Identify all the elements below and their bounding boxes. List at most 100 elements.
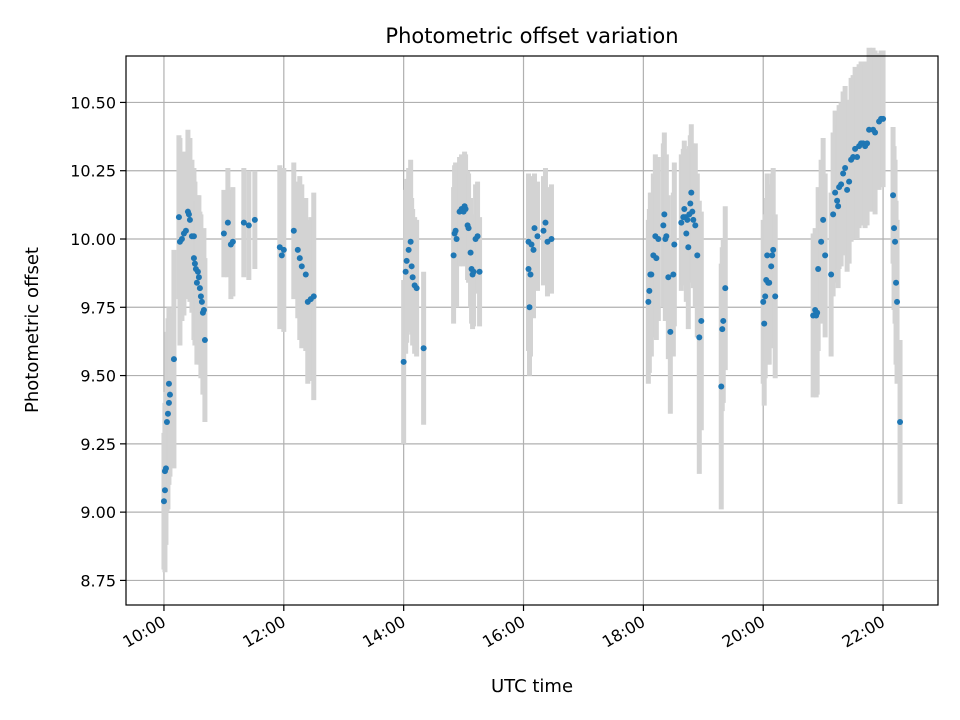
data-point — [224, 219, 231, 226]
data-point — [190, 255, 197, 262]
data-point — [165, 399, 172, 406]
data-point — [290, 227, 297, 234]
y-tick-label: 10.25 — [70, 162, 116, 181]
data-point — [840, 170, 847, 177]
data-point — [175, 214, 182, 221]
data-point — [655, 236, 662, 242]
data-point — [162, 465, 169, 472]
data-point — [815, 266, 822, 273]
data-point — [525, 266, 532, 273]
data-point — [834, 197, 841, 204]
data-point — [770, 246, 777, 253]
data-point — [835, 203, 842, 210]
data-point — [820, 216, 827, 223]
data-point — [240, 219, 247, 226]
data-point — [191, 260, 198, 267]
data-point — [170, 356, 177, 363]
data-point — [528, 241, 535, 248]
data-point — [542, 219, 549, 226]
data-point — [694, 252, 701, 259]
data-point — [842, 164, 849, 171]
data-point — [163, 419, 170, 425]
data-point — [764, 252, 771, 259]
data-point — [689, 208, 696, 215]
data-point — [420, 345, 427, 352]
data-point — [220, 230, 227, 237]
data-point — [200, 307, 207, 314]
data-point — [531, 225, 538, 232]
y-tick-label: 9.75 — [80, 298, 116, 317]
data-point — [690, 216, 697, 223]
data-point — [527, 271, 534, 278]
x-axis-title: UTC time — [491, 676, 573, 697]
data-point — [160, 498, 167, 505]
data-point — [534, 233, 541, 240]
data-point — [854, 154, 861, 161]
data-point — [681, 205, 688, 212]
data-point — [450, 252, 457, 259]
data-point — [872, 129, 879, 136]
chart-title: Photometric offset variation — [385, 24, 678, 48]
data-point — [822, 252, 829, 259]
data-point — [766, 279, 773, 286]
data-point — [298, 263, 305, 270]
data-point — [400, 358, 407, 365]
data-point — [294, 246, 301, 253]
data-point — [832, 189, 839, 196]
data-point — [474, 233, 481, 240]
data-point — [687, 200, 694, 207]
data-point — [762, 293, 769, 300]
data-point — [818, 238, 825, 245]
y-tick-label: 9.50 — [80, 367, 116, 386]
data-point — [670, 271, 677, 278]
data-point — [696, 334, 703, 341]
data-point — [178, 236, 185, 242]
y-tick-label: 8.75 — [80, 571, 116, 590]
data-point — [685, 244, 692, 251]
data-point — [864, 140, 871, 147]
data-point — [165, 380, 172, 387]
data-point — [880, 115, 887, 122]
data-point — [830, 211, 837, 218]
y-tick-label: 9.00 — [80, 503, 116, 522]
data-point — [198, 298, 205, 305]
data-point — [665, 274, 672, 281]
data-point — [526, 304, 533, 311]
data-point — [692, 222, 699, 229]
data-point — [278, 252, 285, 259]
data-point — [296, 255, 303, 262]
data-point — [719, 326, 726, 333]
data-point — [844, 186, 851, 193]
data-point — [408, 263, 415, 270]
data-point — [470, 268, 477, 275]
data-point — [403, 257, 410, 264]
data-point — [302, 271, 309, 278]
data-point — [722, 285, 729, 292]
data-point — [197, 293, 204, 300]
data-point — [648, 271, 655, 278]
data-point — [540, 227, 547, 234]
data-point — [891, 225, 898, 232]
data-point — [846, 178, 853, 185]
plot-frame — [125, 55, 939, 606]
y-tick-label: 10.00 — [70, 230, 116, 249]
y-axis: 8.75 9.00 9.25 9.50 9.75 10.00 10.25 10.50 — [70, 93, 126, 590]
data-point — [310, 293, 317, 300]
data-point — [769, 252, 776, 259]
data-point — [838, 181, 845, 188]
data-point — [402, 268, 409, 275]
data-point — [251, 216, 258, 223]
data-point — [476, 268, 483, 275]
y-tick-label: 9.25 — [80, 435, 116, 454]
data-point — [678, 219, 685, 226]
data-point — [280, 246, 287, 253]
data-point — [186, 216, 193, 223]
data-point — [465, 225, 472, 232]
data-point — [663, 233, 670, 240]
data-point — [828, 271, 835, 278]
data-point — [660, 222, 667, 229]
data-point — [409, 274, 416, 281]
data-point — [193, 279, 200, 286]
data-point — [646, 287, 653, 294]
